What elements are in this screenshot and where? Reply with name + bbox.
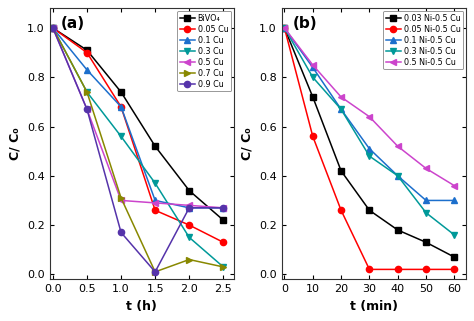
0.1 Cu <box>152 198 158 202</box>
0.3 Ni-0.5 Cu <box>452 233 457 237</box>
0.5 Ni-0.5 Cu <box>395 144 401 148</box>
0.5 Cu <box>118 198 124 202</box>
0.3 Ni-0.5 Cu <box>310 75 316 79</box>
0.03 Ni-0.5 Cu <box>423 240 429 244</box>
Line: 0.1 Ni-0.5 Cu: 0.1 Ni-0.5 Cu <box>282 25 457 204</box>
Text: (b): (b) <box>292 16 317 31</box>
Y-axis label: C/ C₀: C/ C₀ <box>240 127 254 160</box>
X-axis label: t (h): t (h) <box>126 300 157 313</box>
0.3 Cu <box>186 236 192 239</box>
X-axis label: t (min): t (min) <box>350 300 398 313</box>
0.3 Cu <box>50 26 56 30</box>
0.1 Ni-0.5 Cu <box>395 174 401 178</box>
0.05 Ni-0.5 Cu <box>452 267 457 271</box>
0.3 Ni-0.5 Cu <box>423 211 429 215</box>
0.03 Ni-0.5 Cu <box>395 228 401 232</box>
BiVO₄ <box>152 144 158 148</box>
0.03 Ni-0.5 Cu <box>452 255 457 259</box>
0.7 Cu <box>186 258 192 262</box>
0.1 Ni-0.5 Cu <box>452 198 457 202</box>
0.05 Cu <box>220 240 226 244</box>
0.3 Cu <box>84 90 90 94</box>
0.5 Cu <box>220 206 226 210</box>
0.5 Cu <box>84 108 90 111</box>
BiVO₄ <box>84 48 90 52</box>
0.1 Ni-0.5 Cu <box>423 198 429 202</box>
BiVO₄ <box>186 189 192 193</box>
Line: BiVO₄: BiVO₄ <box>50 25 227 223</box>
0.05 Ni-0.5 Cu <box>310 134 316 138</box>
0.05 Ni-0.5 Cu <box>338 208 344 212</box>
Line: 0.7 Cu: 0.7 Cu <box>50 25 227 275</box>
0.7 Cu <box>84 90 90 94</box>
Line: 0.03 Ni-0.5 Cu: 0.03 Ni-0.5 Cu <box>282 25 457 260</box>
Legend: BiVO₄, 0.05 Cu, 0.1 Cu, 0.3 Cu, 0.5 Cu, 0.7 Cu, 0.9 Cu: BiVO₄, 0.05 Cu, 0.1 Cu, 0.3 Cu, 0.5 Cu, … <box>177 11 231 91</box>
0.3 Cu <box>152 181 158 185</box>
Y-axis label: C/ C₀: C/ C₀ <box>9 127 21 160</box>
Line: 0.1 Cu: 0.1 Cu <box>50 25 227 211</box>
0.3 Ni-0.5 Cu <box>338 108 344 111</box>
Line: 0.9 Cu: 0.9 Cu <box>50 25 227 275</box>
0.03 Ni-0.5 Cu <box>366 208 372 212</box>
0.05 Cu <box>152 208 158 212</box>
0.3 Ni-0.5 Cu <box>395 174 401 178</box>
0.05 Cu <box>186 223 192 227</box>
0.05 Cu <box>84 51 90 55</box>
0.3 Ni-0.5 Cu <box>366 154 372 158</box>
0.9 Cu <box>50 26 56 30</box>
Line: 0.05 Cu: 0.05 Cu <box>50 25 227 246</box>
0.1 Cu <box>50 26 56 30</box>
0.1 Cu <box>186 206 192 210</box>
0.05 Ni-0.5 Cu <box>395 267 401 271</box>
BiVO₄ <box>220 218 226 222</box>
Line: 0.5 Ni-0.5 Cu: 0.5 Ni-0.5 Cu <box>282 25 457 189</box>
0.05 Cu <box>118 105 124 109</box>
0.5 Ni-0.5 Cu <box>423 167 429 170</box>
0.1 Cu <box>220 206 226 210</box>
0.5 Ni-0.5 Cu <box>338 95 344 99</box>
0.1 Ni-0.5 Cu <box>310 65 316 69</box>
0.9 Cu <box>186 206 192 210</box>
0.03 Ni-0.5 Cu <box>338 169 344 173</box>
0.5 Cu <box>152 201 158 205</box>
0.05 Cu <box>50 26 56 30</box>
BiVO₄ <box>50 26 56 30</box>
0.1 Cu <box>118 105 124 109</box>
0.1 Cu <box>84 68 90 72</box>
0.9 Cu <box>220 206 226 210</box>
0.1 Ni-0.5 Cu <box>338 108 344 111</box>
0.5 Ni-0.5 Cu <box>452 184 457 187</box>
0.5 Ni-0.5 Cu <box>366 115 372 119</box>
0.5 Ni-0.5 Cu <box>282 26 287 30</box>
0.7 Cu <box>220 265 226 269</box>
0.3 Cu <box>220 265 226 269</box>
0.3 Cu <box>118 134 124 138</box>
0.05 Ni-0.5 Cu <box>423 267 429 271</box>
0.7 Cu <box>50 26 56 30</box>
Line: 0.5 Cu: 0.5 Cu <box>50 25 227 211</box>
Line: 0.05 Ni-0.5 Cu: 0.05 Ni-0.5 Cu <box>282 25 457 273</box>
0.1 Ni-0.5 Cu <box>282 26 287 30</box>
0.05 Ni-0.5 Cu <box>366 267 372 271</box>
BiVO₄ <box>118 90 124 94</box>
Line: 0.3 Ni-0.5 Cu: 0.3 Ni-0.5 Cu <box>282 25 457 238</box>
0.5 Ni-0.5 Cu <box>310 63 316 67</box>
0.5 Cu <box>186 204 192 207</box>
0.7 Cu <box>152 270 158 274</box>
0.3 Ni-0.5 Cu <box>282 26 287 30</box>
Legend: 0.03 Ni-0.5 Cu, 0.05 Ni-0.5 Cu, 0.1 Ni-0.5 Cu, 0.3 Ni-0.5 Cu, 0.5 Ni-0.5 Cu: 0.03 Ni-0.5 Cu, 0.05 Ni-0.5 Cu, 0.1 Ni-0… <box>383 11 463 69</box>
0.1 Ni-0.5 Cu <box>366 147 372 151</box>
0.9 Cu <box>152 270 158 274</box>
0.05 Ni-0.5 Cu <box>282 26 287 30</box>
0.7 Cu <box>118 196 124 200</box>
0.9 Cu <box>118 230 124 234</box>
Line: 0.3 Cu: 0.3 Cu <box>50 25 227 270</box>
0.5 Cu <box>50 26 56 30</box>
0.9 Cu <box>84 108 90 111</box>
Text: (a): (a) <box>61 16 85 31</box>
0.03 Ni-0.5 Cu <box>310 95 316 99</box>
0.03 Ni-0.5 Cu <box>282 26 287 30</box>
